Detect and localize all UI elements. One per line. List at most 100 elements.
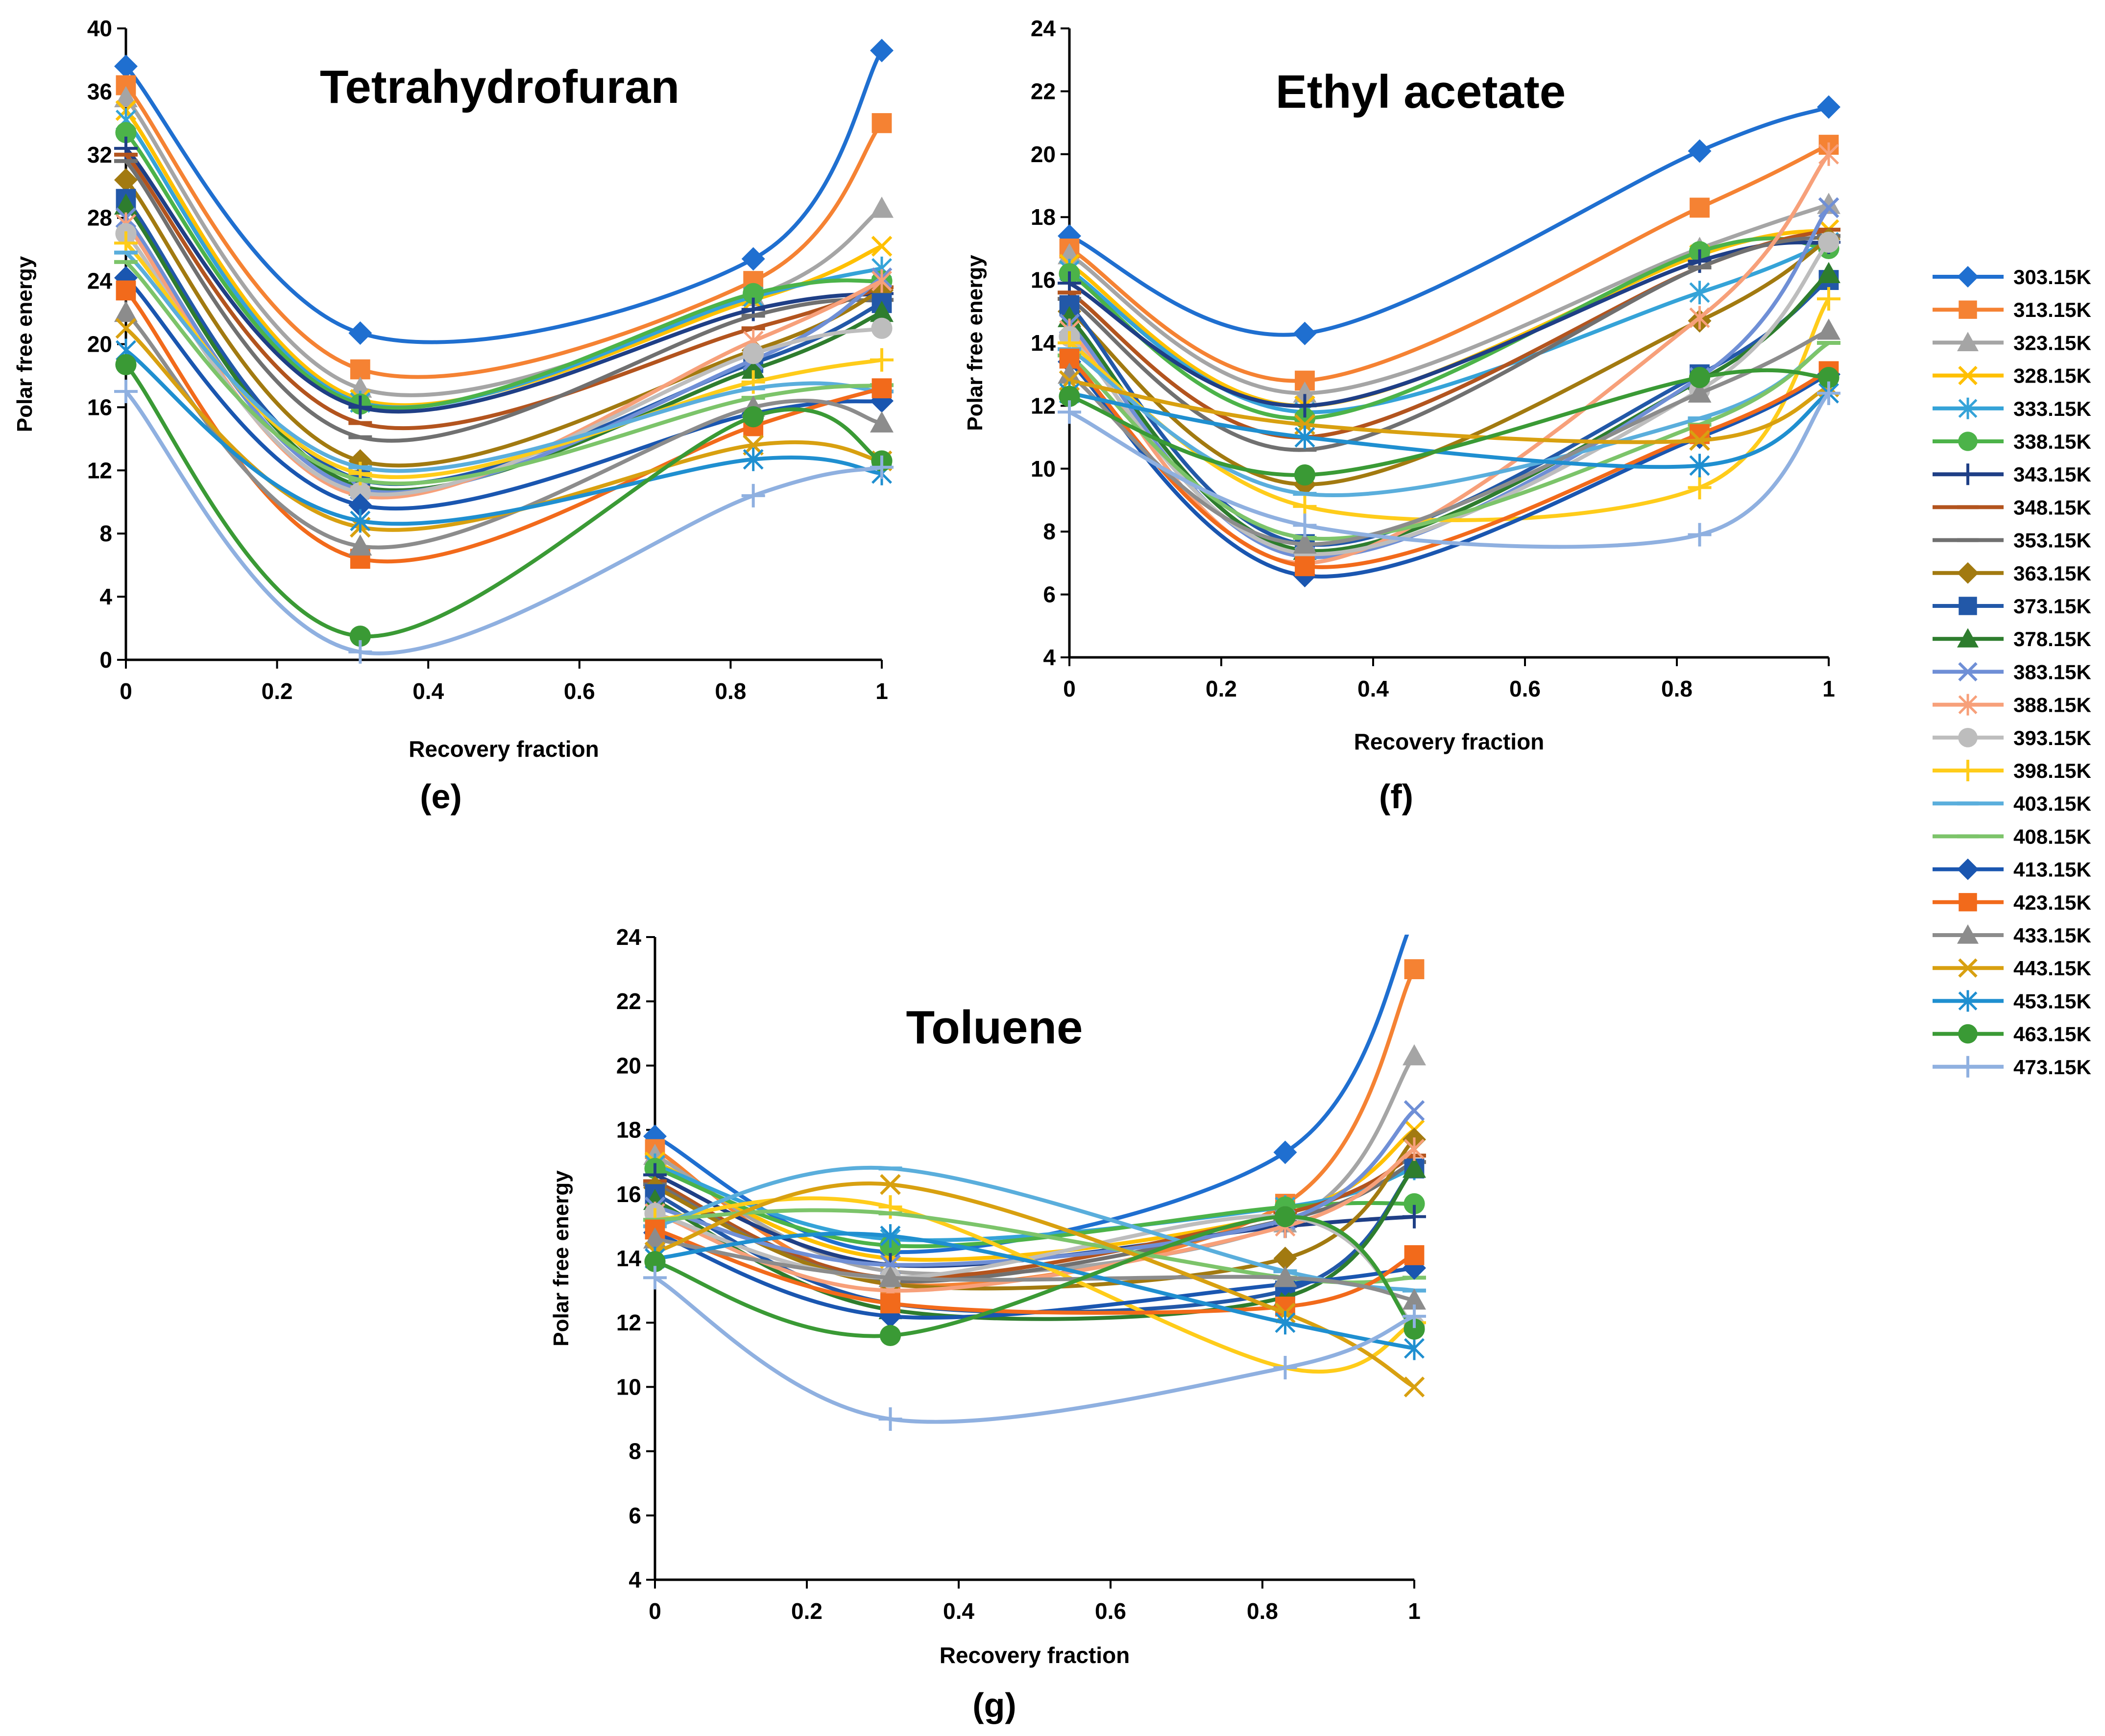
data-point-398.15K <box>870 348 894 372</box>
y-tick-label: 12 <box>616 1310 641 1335</box>
x-tick-label: 1 <box>875 678 888 704</box>
y-tick-label: 16 <box>1031 267 1056 293</box>
data-point-378.15K <box>1817 262 1840 283</box>
x-axis-label: Recovery fraction <box>940 1642 1130 1668</box>
legend-label: 393.15K <box>2013 726 2091 749</box>
data-point-388.15K <box>871 269 892 293</box>
data-point-463.15K <box>1294 464 1316 486</box>
data-point-463.15K <box>115 354 137 375</box>
data-point-328.15K <box>871 236 893 257</box>
legend-entry: 313.15K <box>1933 298 2091 321</box>
legend-entry: 473.15K <box>1933 1056 2091 1079</box>
series-line-403.15K <box>124 251 882 473</box>
legend-entry: 413.15K <box>1933 858 2091 881</box>
legend-label: 443.15K <box>2013 957 2091 980</box>
series-line-303.15K <box>124 49 884 344</box>
x-tick-label: 0.6 <box>564 678 595 704</box>
legend-label: 403.15K <box>2013 792 2091 815</box>
legend-marker <box>1958 728 1978 747</box>
legend-label: 383.15K <box>2013 660 2091 683</box>
x-tick-label: 0.6 <box>1509 676 1541 701</box>
data-point-323.15K <box>1817 193 1840 214</box>
series-line-323.15K <box>1068 202 1830 395</box>
data-point-388.15K <box>1404 1137 1425 1161</box>
legend-marker <box>1957 628 1979 648</box>
x-tick-label: 0.8 <box>1661 676 1693 701</box>
data-point-433.15K <box>1817 318 1840 340</box>
y-tick-label: 24 <box>87 268 113 294</box>
data-point-323.15K <box>870 196 894 218</box>
panel-label: (e) <box>420 777 462 816</box>
data-point-473.15K <box>1273 1356 1297 1380</box>
series-line-353.15K <box>1068 234 1829 452</box>
y-tick-label: 36 <box>87 79 112 104</box>
y-tick-label: 10 <box>1031 456 1056 482</box>
legend-label: 463.15K <box>2013 1023 2091 1046</box>
x-tick-label: 0.2 <box>791 1598 823 1624</box>
legend-entry: 433.15K <box>1933 924 2091 947</box>
data-point-463.15K <box>743 406 764 428</box>
series-line-443.15K <box>654 1181 1415 1389</box>
chart-panel-f: 4 6 8 10 12 14 16 18 20 22 24 0 0.2 0.4 0.6 0.8 1 Recover… <box>963 16 1840 816</box>
data-point-303.15K <box>1273 1140 1297 1164</box>
legend-entry: 378.15K <box>1933 627 2091 651</box>
series-line-303.15K <box>1068 105 1830 337</box>
legend-marker <box>1958 432 1978 451</box>
y-tick-label: 6 <box>629 1503 641 1528</box>
data-point-313.15K <box>1690 197 1710 218</box>
data-point-433.15K <box>1688 381 1712 403</box>
series-line-338.15K <box>124 131 882 410</box>
legend-marker <box>1958 365 1978 386</box>
series-group <box>114 39 894 664</box>
data-point-303.15K <box>348 321 372 345</box>
data-point-473.15K <box>1293 513 1317 537</box>
data-point-343.15K <box>1293 394 1317 418</box>
data-point-473.15K <box>114 380 138 404</box>
data-point-423.15K <box>880 1293 900 1314</box>
legend-label: 363.15K <box>2013 562 2091 585</box>
x-axis-label: Recovery fraction <box>1354 729 1545 754</box>
x-tick-label: 0 <box>120 678 132 704</box>
data-point-423.15K <box>871 378 892 399</box>
data-point-303.15K <box>114 54 138 78</box>
series-line-473.15K <box>1068 392 1830 549</box>
data-point-313.15K <box>1404 959 1425 979</box>
legend-entry: 463.15K <box>1933 1023 2091 1046</box>
data-point-303.15K <box>741 247 765 271</box>
data-point-413.15K <box>348 493 372 517</box>
legend-label: 353.15K <box>2013 529 2091 552</box>
data-point-463.15K <box>1689 367 1711 388</box>
series-line-433.15K <box>654 1237 1415 1302</box>
data-point-473.15K <box>1403 1304 1426 1328</box>
legend-entry: 443.15K <box>1933 957 2091 980</box>
x-tick-label: 0.4 <box>1357 676 1389 701</box>
data-point-393.15K <box>1818 231 1839 253</box>
data-point-398.15K <box>1817 287 1840 311</box>
data-point-323.15K <box>114 86 138 107</box>
legend-label: 313.15K <box>2013 298 2091 321</box>
data-point-473.15K <box>870 455 894 479</box>
series-line-463.15K <box>1068 368 1829 477</box>
data-point-453.15K <box>1294 425 1315 449</box>
data-point-473.15K <box>741 483 765 507</box>
series-line-423.15K <box>654 1228 1415 1315</box>
data-point-473.15K <box>1817 381 1840 405</box>
data-point-423.15K <box>116 280 136 301</box>
x-tick-label: 0.8 <box>1247 1598 1278 1624</box>
data-point-473.15K <box>348 640 372 664</box>
data-point-463.15K <box>1403 1318 1425 1340</box>
data-point-303.15K <box>1293 321 1317 345</box>
y-tick-label: 28 <box>87 205 112 231</box>
data-point-393.15K <box>871 317 893 339</box>
data-point-383.15K <box>1818 197 1839 218</box>
y-tick-label: 40 <box>87 16 112 41</box>
y-tick-label: 18 <box>1031 204 1056 230</box>
legend-marker <box>1957 760 1979 781</box>
x-tick-label: 1 <box>1822 676 1835 701</box>
legend-label: 433.15K <box>2013 924 2091 947</box>
data-point-393.15K <box>349 482 371 504</box>
legend-marker <box>1957 562 1979 584</box>
legend-entry: 423.15K <box>1933 891 2091 914</box>
